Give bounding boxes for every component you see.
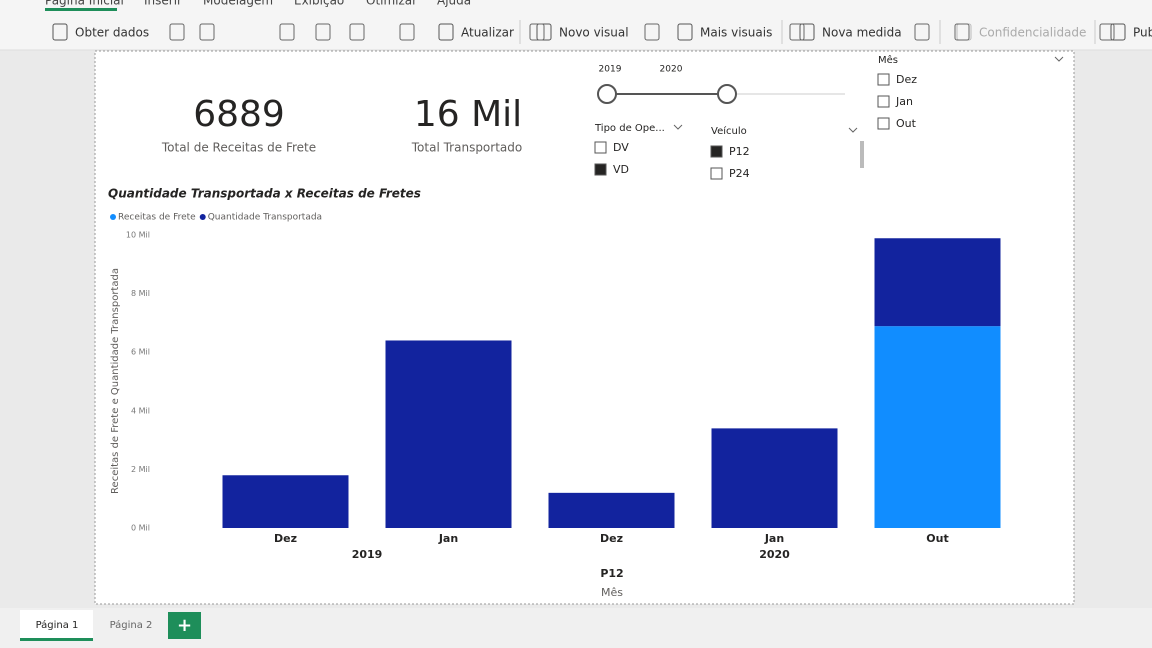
checkbox[interactable]	[877, 95, 890, 108]
checkbox-label[interactable]: Dez	[896, 73, 917, 86]
ribbon-icon[interactable]	[349, 23, 365, 41]
ribbon-icon[interactable]	[1099, 23, 1115, 41]
ribbon-icon[interactable]	[1110, 23, 1126, 41]
y-axis-title: Receitas de Frete e Quantidade Transport…	[110, 268, 121, 494]
ribbon-button[interactable]: Atualizar	[461, 26, 514, 40]
ribbon-icon[interactable]	[199, 23, 215, 41]
y-tick-label: 8 Mil	[131, 289, 150, 298]
ribbon-icon[interactable]	[438, 23, 454, 41]
checkbox[interactable]	[710, 167, 723, 180]
ribbon-button[interactable]: Nova medida	[822, 26, 902, 40]
checkbox-label[interactable]: VD	[613, 163, 629, 176]
checkbox[interactable]	[877, 117, 890, 130]
bar	[548, 492, 675, 528]
ribbon-icon[interactable]	[644, 23, 660, 41]
bar	[874, 238, 1001, 327]
checkbox[interactable]	[594, 141, 607, 154]
ribbon-icon[interactable]	[677, 23, 693, 41]
ribbon-icon[interactable]	[529, 23, 545, 41]
slider-label: 2019	[599, 65, 622, 75]
card-label: Total de Receitas de Frete	[161, 141, 316, 155]
checkbox[interactable]	[877, 73, 890, 86]
ribbon-button[interactable]: Novo visual	[559, 26, 629, 40]
y-tick-label: 4 Mil	[131, 406, 150, 415]
ribbon-icon[interactable]	[789, 23, 805, 41]
checkbox-label[interactable]: Jan	[895, 95, 913, 108]
page-tab-label[interactable]: Página 2	[110, 619, 153, 631]
x-tick-label: Jan	[764, 532, 784, 545]
card-value: 16 Mil	[414, 94, 522, 135]
slider-handle[interactable]	[717, 84, 737, 104]
ribbon-icon[interactable]	[52, 23, 68, 41]
ribbon-button[interactable]: Obter dados	[75, 26, 149, 40]
x-axis-title: Mês	[601, 586, 623, 599]
x-group-label: 2019	[352, 548, 383, 561]
ribbon-icon[interactable]	[799, 23, 815, 41]
slicer-title: Tipo de Ope...	[594, 123, 665, 134]
ribbon-icon[interactable]	[954, 23, 970, 41]
legend-label: Receitas de Frete	[118, 213, 196, 223]
legend-marker	[199, 214, 206, 220]
active-tab-underline	[45, 8, 117, 11]
ribbon-button[interactable]: Pub	[1133, 26, 1152, 40]
bar	[385, 340, 512, 528]
y-tick-label: 0 Mil	[131, 524, 150, 533]
slider-label: 2020	[660, 65, 683, 75]
checkbox-label[interactable]: P12	[729, 145, 750, 158]
ribbon	[0, 0, 1152, 50]
ribbon-tab[interactable]: Modelagem	[203, 0, 273, 8]
bar	[874, 326, 1001, 528]
add-page-button[interactable]	[168, 612, 201, 639]
ribbon-tab[interactable]: Página Inicial	[45, 0, 124, 8]
legend-marker	[110, 214, 116, 220]
ribbon-tab[interactable]: Inserir	[144, 0, 182, 8]
dropdown-chevron[interactable]	[673, 56, 1064, 133]
x-group-label: P12	[600, 567, 623, 580]
x-tick-label: Dez	[600, 532, 623, 545]
ribbon-icon[interactable]	[169, 23, 185, 41]
page-tab[interactable]	[20, 610, 93, 640]
ribbon-icon[interactable]	[399, 23, 415, 41]
y-tick-label: 6 Mil	[131, 348, 150, 357]
bar	[711, 428, 838, 528]
checkbox-label[interactable]: DV	[613, 141, 629, 154]
page-tab-label[interactable]: Página 1	[36, 619, 79, 631]
x-group-label: 2020	[759, 548, 790, 561]
chart-title: Quantidade Transportada x Receitas de Fr…	[108, 187, 421, 201]
checkbox-label[interactable]: Out	[896, 117, 917, 130]
ribbon-tab[interactable]: Ajuda	[437, 0, 471, 8]
active-page-underline	[20, 638, 93, 641]
x-tick-label: Dez	[274, 532, 297, 545]
ribbon-icon[interactable]	[315, 23, 331, 41]
slicer-title: Veículo	[711, 125, 747, 137]
card-value: 6889	[193, 94, 285, 135]
ribbon-icon[interactable]	[279, 23, 295, 41]
x-tick-label: Jan	[438, 532, 458, 545]
slicer-title: Mês	[878, 54, 898, 66]
card-label: Total Transportado	[411, 141, 522, 155]
scrollbar	[860, 141, 864, 168]
ribbon-icon[interactable]	[914, 23, 930, 41]
x-tick-label: Out	[926, 532, 948, 545]
bar	[222, 475, 349, 528]
ribbon-icon[interactable]	[536, 23, 552, 41]
y-tick-label: 10 Mil	[126, 231, 150, 240]
slider-handle[interactable]	[597, 84, 617, 104]
checkbox[interactable]	[594, 163, 607, 176]
y-tick-label: 2 Mil	[131, 465, 150, 474]
ribbon-button[interactable]: Mais visuais	[700, 26, 772, 40]
add-page-icon[interactable]: +	[177, 615, 192, 636]
ribbon-tab[interactable]: Exibição	[294, 0, 344, 8]
checkbox-label[interactable]: P24	[729, 167, 750, 180]
checkbox[interactable]	[710, 145, 723, 158]
ribbon-button[interactable]: Confidencialidade	[979, 26, 1086, 40]
ribbon-tab[interactable]: Otimizar	[366, 0, 417, 8]
legend-label: Quantidade Transportada	[208, 213, 322, 223]
